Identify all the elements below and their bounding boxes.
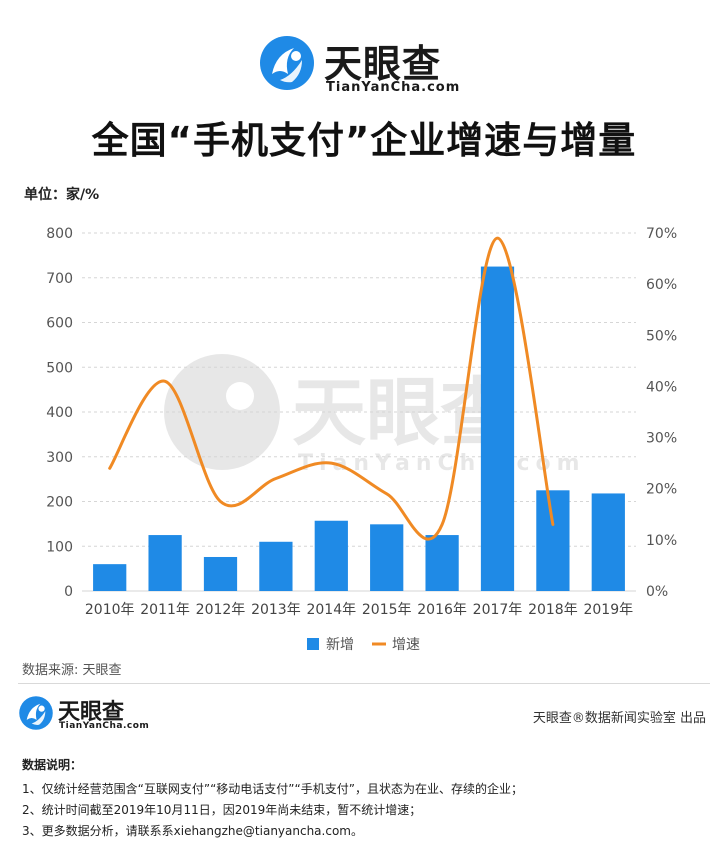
- x-tick-label: 2012年: [196, 602, 246, 618]
- watermark-name: 天眼查: [292, 370, 514, 456]
- x-tick-label: 2017年: [473, 602, 523, 618]
- tianyancha-logo-icon: [260, 36, 314, 90]
- page-title: 全国“手机支付”企业增速与增量: [91, 119, 637, 162]
- left-tick-label: 400: [46, 405, 73, 421]
- bar: [425, 535, 459, 591]
- right-tick-label: 10%: [646, 533, 677, 549]
- left-tick-label: 100: [46, 539, 73, 555]
- bar: [536, 490, 570, 591]
- right-tick-label: 20%: [646, 482, 677, 498]
- notes-title: 数据说明：: [22, 758, 83, 772]
- left-tick-label: 500: [46, 360, 73, 376]
- left-tick-label: 0: [64, 584, 73, 600]
- right-tick-label: 50%: [646, 328, 677, 344]
- bar: [314, 520, 348, 591]
- right-tick-label: 70%: [646, 226, 677, 242]
- legend-swatch-bar: [307, 638, 319, 650]
- bar: [148, 535, 182, 591]
- brand-domain: TianYanCha.com: [326, 80, 461, 95]
- right-tick-label: 40%: [646, 379, 677, 395]
- unit-label: 单位：家/%: [24, 187, 100, 203]
- note-line: 3、更多数据分析，请联系系xiehangzhe@tianyancha.com。: [22, 824, 363, 838]
- bar: [591, 493, 625, 591]
- brand-name: 天眼查: [324, 42, 442, 86]
- growth-line: [108, 236, 555, 541]
- right-tick-label: 0%: [646, 584, 668, 600]
- x-tick-label: 2018年: [528, 602, 578, 618]
- header-brand: 天眼查 TianYanCha.com: [0, 0, 728, 108]
- x-axis-ticks: 2010年 2011年 2012年 2013年 2014年 2015年 2016年 2017年…: [85, 602, 633, 618]
- x-tick-label: 2013年: [251, 602, 301, 618]
- x-tick-label: 2015年: [362, 602, 412, 618]
- left-tick-label: 800: [46, 226, 73, 242]
- footer-brand: 天眼查 TianYanCha.com: [18, 693, 168, 735]
- x-tick-label: 2014年: [306, 602, 356, 618]
- left-tick-label: 300: [46, 450, 73, 466]
- bars: [93, 266, 625, 591]
- footer-brand-domain: TianYanCha.com: [59, 721, 150, 731]
- footer-brand-name: 天眼查: [58, 700, 125, 725]
- x-tick-label: 2019年: [583, 602, 633, 618]
- bar: [370, 524, 404, 591]
- x-tick-label: 2011年: [140, 602, 190, 618]
- right-tick-label: 30%: [646, 431, 677, 447]
- note-line: 1、仅统计经营范围含“互联网支付”“移动电话支付”“手机支付”，且状态为在业、存…: [22, 782, 523, 796]
- left-tick-label: 700: [46, 271, 73, 287]
- right-tick-label: 60%: [646, 277, 677, 293]
- divider: [18, 683, 710, 684]
- x-tick-label: 2016年: [417, 602, 467, 618]
- chart-legend: 新增 增速: [307, 637, 420, 653]
- footer-logo-icon: [19, 696, 53, 730]
- left-axis-ticks: 0 100 200 300 400 500 600 700 800: [46, 226, 73, 600]
- footer-credit: 天眼查®数据新闻实验室 出品: [532, 711, 706, 726]
- legend-label: 新增: [326, 637, 354, 653]
- watermark-domain: TianYanCha.com: [298, 451, 586, 476]
- x-tick-label: 2010年: [85, 602, 135, 618]
- right-axis-ticks: 0% 10% 20% 30% 40% 50% 60% 70%: [646, 226, 677, 600]
- bar: [203, 556, 238, 591]
- bar: [259, 541, 293, 591]
- legend-label: 增速: [392, 637, 420, 653]
- bar: [93, 564, 127, 591]
- note-line: 2、统计时间截至2019年10月11日，因2019年尚未结束，暂不统计增速；: [22, 803, 422, 817]
- left-tick-label: 200: [46, 495, 73, 511]
- left-tick-label: 600: [46, 316, 73, 332]
- bar: [480, 266, 515, 591]
- data-notes: 数据说明： 1、仅统计经营范围含“互联网支付”“移动电话支付”“手机支付”，且状…: [22, 756, 712, 842]
- source-label: 数据来源: 天眼查: [22, 663, 122, 678]
